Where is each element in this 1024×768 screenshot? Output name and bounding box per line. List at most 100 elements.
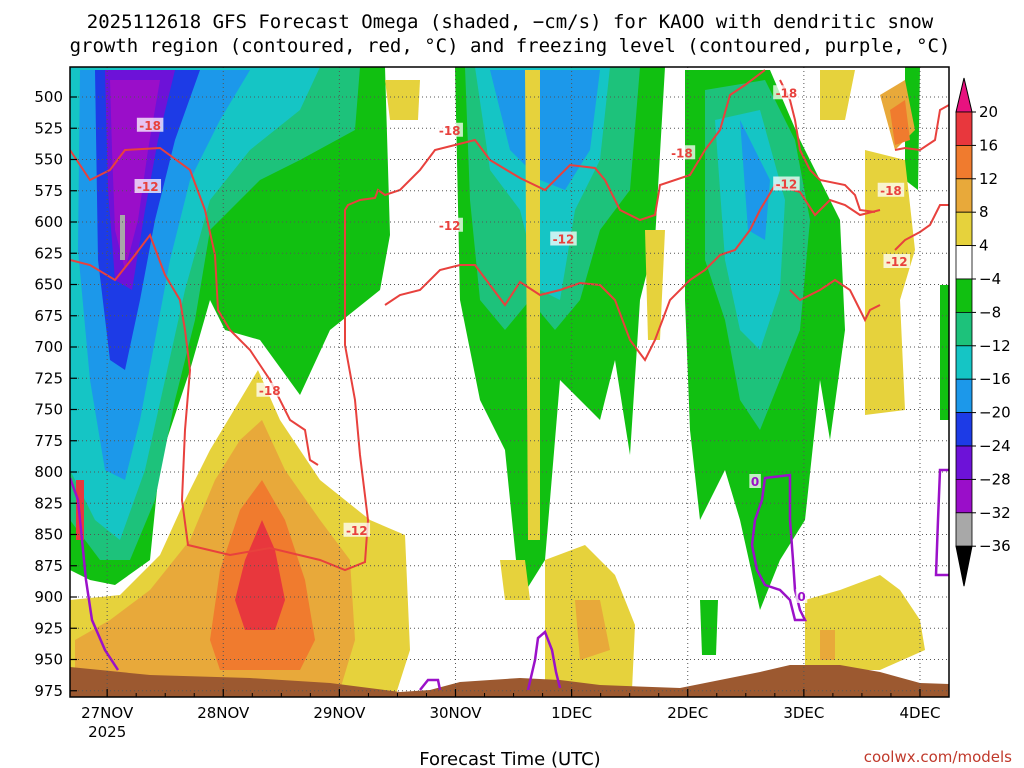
omega-band-4 [645,230,665,340]
y-tick-label: 975 [34,682,63,700]
omega-band-minus-32 [120,215,125,260]
contour-label: 0 [751,475,759,489]
colorbar-swatch [955,445,973,480]
colorbar-label: 12 [979,170,998,188]
colorbar-bottom-arrow [955,545,973,587]
contour-label: -12 [439,219,461,233]
dgz-contours [70,69,949,572]
contour-label-bg [749,474,761,488]
colorbar-swatch [955,512,973,547]
omega-band-12 [890,100,910,145]
dgz-contour-minus-18 [779,79,876,213]
contour-label-bg [134,179,162,193]
dgz-contour-minus-18 [894,104,949,152]
colorbar-swatch [955,378,973,414]
y-tick-label: 825 [34,494,63,512]
colorbar-label: 4 [979,237,989,255]
contour-label-bg [795,589,808,603]
colorbar-label: −16 [979,370,1011,388]
contour-labels: -18 -12 -18 -12 -18 -12 -12 -18 -18 -12 -18 -12 0 0 [134,85,910,604]
contour-label-bg [773,176,800,191]
dgz-contour-minus-12 [70,69,766,572]
freezing-contour-0 [934,468,949,577]
y-tick-label: 500 [34,88,63,106]
x-tick-label: 3DEC [783,704,824,722]
colorbar-swatch [955,111,973,146]
contour-label-bg [343,522,371,537]
contour-label: -18 [439,124,461,138]
chart-title-line-1: 2025112618 GFS Forecast Omega (shaded, −… [87,11,934,33]
contour-label-bg [883,254,910,268]
omega-band-minus-4 [700,600,718,655]
colorbar-swatch [955,144,973,180]
x-tick-label: 29NOV [313,704,366,722]
omega-shading [70,67,949,697]
colorbar-swatch [955,412,973,447]
y-tick-label: 950 [34,651,63,669]
contour-label-bg [668,145,696,160]
colorbar-swatch [955,345,973,380]
contour-label: -18 [880,184,902,198]
contour-label: -12 [346,524,368,538]
terrain [70,665,949,697]
freezing-contour-0 [750,473,808,622]
y-tick-label: 525 [34,119,63,137]
colorbar-swatch [955,211,973,246]
omega-band-20 [235,520,285,630]
contour-label: -12 [886,255,908,269]
contour-label-bg [436,122,463,137]
freezing-contour-0 [70,477,120,671]
colorbar-label: −12 [979,337,1011,355]
dgz-contour-minus-12 [384,183,881,362]
contour-label: 0 [797,590,805,604]
contour-label: -12 [776,178,798,192]
y-tick-label: 925 [34,619,63,637]
y-tick-label: 650 [34,276,63,294]
y-tick-label: 550 [34,151,63,169]
y-tick-label: 700 [34,338,63,356]
contour-label-bg [136,117,164,132]
omega-band-4 [500,560,530,600]
contour-label-bg [550,231,577,246]
y-tick-label: 725 [34,369,63,387]
omega-band-4 [525,70,540,540]
colorbar-label: 20 [979,103,998,121]
contour-label: -12 [553,233,575,247]
grid-lines [70,67,949,697]
omega-band-4 [385,80,420,120]
colorbar-label: −24 [979,437,1011,455]
freezing-contour-0 [419,678,442,691]
y-tick-label: 675 [34,307,63,325]
omega-band-8 [575,600,610,660]
contour-label: -18 [671,146,693,160]
dgz-contour-minus-12 [789,278,881,323]
y-axis: 500 525 550 575 600 625 650 675 700 725 750 775 800 8… [34,88,77,700]
y-tick-label: 750 [34,401,63,419]
x-axis-label: Forecast Time (UTC) [419,749,600,768]
contour-label-bg [877,182,905,197]
omega-band-4 [865,150,915,415]
omega-band-4 [820,70,855,120]
colorbar-label: −32 [979,504,1011,522]
colorbar-swatch [955,178,973,213]
dgz-contour-minus-12 [894,204,949,251]
colorbar: 20 16 12 8 4 −4 −8 −12 −16 −20 −24 −28 −32 −36 [955,77,1011,587]
omega-band-minus-16 [490,70,600,190]
contour-label: -18 [776,86,798,100]
chart-title-line-2: growth region (contoured, red, °C) and f… [70,35,951,57]
y-tick-label: 850 [34,526,63,544]
colorbar-swatch [955,478,973,514]
colorbar-label: 16 [979,136,998,154]
omega-band-minus-4 [940,285,949,420]
plot-area: -18 -12 -18 -12 -18 -12 -12 -18 -18 -12 -18 -12 0 0 5… [34,66,950,741]
y-tick-label: 575 [34,182,63,200]
contour-label: -18 [139,119,161,133]
contour-label-bg [436,217,463,232]
colorbar-label: −28 [979,470,1011,488]
x-tick-label: 28NOV [197,704,250,722]
y-tick-label: 800 [34,463,63,481]
x-tick-label: 27NOV [81,704,134,722]
colorbar-label: −4 [979,270,1001,288]
